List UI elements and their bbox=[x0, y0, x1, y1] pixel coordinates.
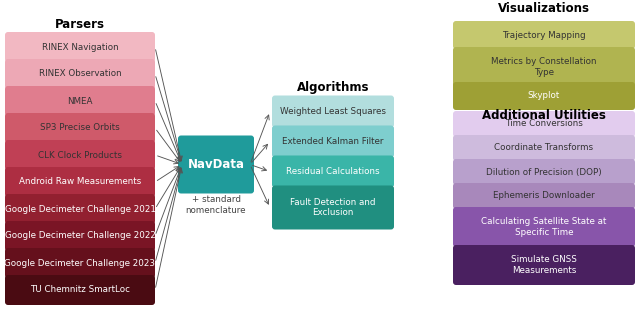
FancyBboxPatch shape bbox=[5, 275, 155, 305]
FancyBboxPatch shape bbox=[453, 245, 635, 285]
Text: NMEA: NMEA bbox=[67, 96, 93, 106]
FancyBboxPatch shape bbox=[272, 186, 394, 230]
Text: Google Decimeter Challenge 2023: Google Decimeter Challenge 2023 bbox=[4, 259, 156, 267]
Text: RINEX Observation: RINEX Observation bbox=[38, 69, 122, 79]
Text: CLK Clock Products: CLK Clock Products bbox=[38, 150, 122, 160]
Text: Trajectory Mapping: Trajectory Mapping bbox=[502, 31, 586, 39]
Text: Visualizations: Visualizations bbox=[498, 2, 590, 15]
Text: Additional Utilities: Additional Utilities bbox=[482, 109, 606, 122]
Text: Parsers: Parsers bbox=[55, 18, 105, 31]
Text: Time Conversions: Time Conversions bbox=[505, 119, 583, 129]
Text: Google Decimeter Challenge 2022: Google Decimeter Challenge 2022 bbox=[4, 232, 156, 240]
Text: RINEX Navigation: RINEX Navigation bbox=[42, 42, 118, 52]
Text: Google Decimeter Challenge 2021: Google Decimeter Challenge 2021 bbox=[4, 205, 156, 214]
Text: Fault Detection and
Exclusion: Fault Detection and Exclusion bbox=[291, 198, 376, 217]
FancyBboxPatch shape bbox=[453, 207, 635, 247]
Text: NavData: NavData bbox=[188, 158, 244, 171]
Text: TU Chemnitz SmartLoc: TU Chemnitz SmartLoc bbox=[30, 286, 130, 294]
Text: Dilution of Precision (DOP): Dilution of Precision (DOP) bbox=[486, 167, 602, 176]
FancyBboxPatch shape bbox=[453, 159, 635, 185]
Text: Skyplot: Skyplot bbox=[528, 91, 560, 100]
FancyBboxPatch shape bbox=[5, 59, 155, 89]
FancyBboxPatch shape bbox=[178, 136, 254, 193]
Text: Simulate GNSS
Measurements: Simulate GNSS Measurements bbox=[511, 255, 577, 275]
FancyBboxPatch shape bbox=[453, 82, 635, 110]
Text: Coordinate Transforms: Coordinate Transforms bbox=[495, 143, 593, 153]
Text: Algorithms: Algorithms bbox=[297, 81, 369, 93]
Text: SP3 Precise Orbits: SP3 Precise Orbits bbox=[40, 123, 120, 133]
FancyBboxPatch shape bbox=[453, 21, 635, 49]
FancyBboxPatch shape bbox=[5, 167, 155, 197]
FancyBboxPatch shape bbox=[5, 32, 155, 62]
Text: Ephemeris Downloader: Ephemeris Downloader bbox=[493, 191, 595, 200]
FancyBboxPatch shape bbox=[272, 156, 394, 188]
FancyBboxPatch shape bbox=[453, 47, 635, 87]
Text: Metrics by Constellation
Type: Metrics by Constellation Type bbox=[492, 57, 596, 77]
FancyBboxPatch shape bbox=[272, 125, 394, 158]
FancyBboxPatch shape bbox=[453, 135, 635, 161]
Text: Calculating Satellite State at
Specific Time: Calculating Satellite State at Specific … bbox=[481, 217, 607, 237]
FancyBboxPatch shape bbox=[5, 194, 155, 224]
FancyBboxPatch shape bbox=[5, 248, 155, 278]
Text: Android Raw Measurements: Android Raw Measurements bbox=[19, 178, 141, 187]
Text: Weighted Least Squares: Weighted Least Squares bbox=[280, 107, 386, 116]
FancyBboxPatch shape bbox=[5, 86, 155, 116]
Text: Residual Calculations: Residual Calculations bbox=[286, 167, 380, 176]
FancyBboxPatch shape bbox=[272, 95, 394, 128]
FancyBboxPatch shape bbox=[453, 111, 635, 137]
FancyBboxPatch shape bbox=[5, 140, 155, 170]
Text: + standard
nomenclature: + standard nomenclature bbox=[186, 195, 246, 215]
FancyBboxPatch shape bbox=[453, 183, 635, 209]
FancyBboxPatch shape bbox=[5, 113, 155, 143]
FancyBboxPatch shape bbox=[5, 221, 155, 251]
Text: Extended Kalman Filter: Extended Kalman Filter bbox=[282, 137, 384, 146]
